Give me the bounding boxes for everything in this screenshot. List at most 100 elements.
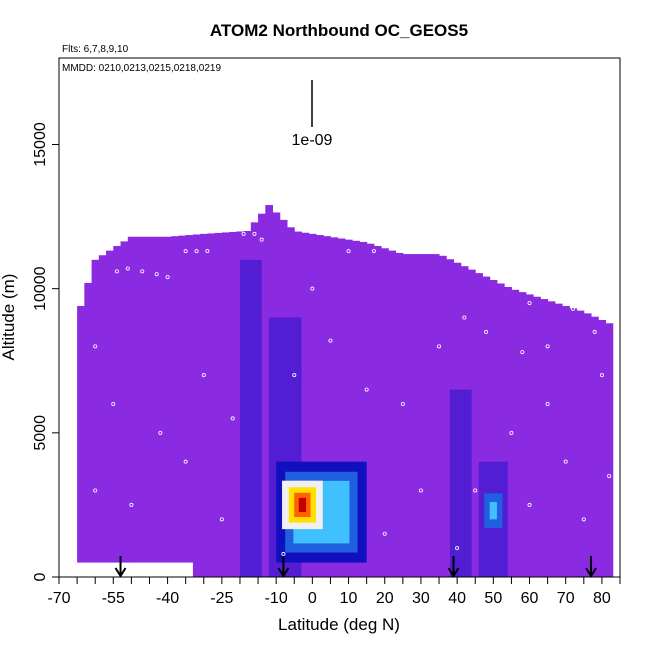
heatmap-column xyxy=(417,254,426,578)
arrow-marker xyxy=(585,556,597,578)
sample-point xyxy=(592,329,597,334)
arrow-marker xyxy=(114,556,127,578)
heatmap-column xyxy=(330,237,339,578)
heatmap-column xyxy=(207,233,216,577)
heatmap-column xyxy=(287,227,295,578)
x-axis-label: Latitude (deg N) xyxy=(278,615,400,634)
sample-point xyxy=(570,306,575,311)
sample-point xyxy=(527,301,532,306)
scale-bar-label: 1e-09 xyxy=(292,132,333,149)
sample-point xyxy=(183,459,188,464)
heatmap-column xyxy=(171,236,179,563)
heatmap-column xyxy=(431,254,440,578)
heatmap-column xyxy=(496,283,505,577)
heatmap-column xyxy=(214,232,223,577)
heatmap-column xyxy=(301,232,310,578)
heatmap-column xyxy=(569,308,578,577)
x-tick-label: -70 xyxy=(47,590,70,607)
sample-point xyxy=(310,286,315,291)
heatmap-column xyxy=(402,254,411,578)
heatmap-column xyxy=(547,301,556,577)
sample-point xyxy=(599,373,604,378)
x-tick-label: 0 xyxy=(308,590,317,607)
heatmap-column xyxy=(359,241,368,577)
heatmap-column xyxy=(337,238,346,577)
heatmap-column xyxy=(192,234,201,577)
sample-point xyxy=(455,546,460,551)
heatmap-column xyxy=(467,269,476,577)
heatmap-column xyxy=(446,259,455,577)
heatmap-column xyxy=(156,236,165,563)
plot-area xyxy=(77,205,614,578)
heatmap-column xyxy=(77,305,85,563)
x-tick-label: 50 xyxy=(484,590,502,607)
heatmap-column xyxy=(410,254,418,578)
x-tick-label: 60 xyxy=(521,590,539,607)
heatmap-column xyxy=(178,235,187,563)
sample-point xyxy=(93,488,98,493)
sample-point xyxy=(545,344,550,349)
heatmap-column xyxy=(142,236,150,563)
heatmap-column xyxy=(482,276,491,577)
sample-point xyxy=(194,249,199,254)
sample-point xyxy=(230,416,235,421)
heatmap-column xyxy=(250,222,259,577)
heatmap-column xyxy=(453,262,462,577)
heatmap-column xyxy=(381,248,389,578)
x-tick-label: 30 xyxy=(412,590,430,607)
x-axis: -70 -55 -40 -25 -10 0 10 20 30 40 50 60 70 80 xyxy=(47,577,621,607)
sample-point xyxy=(111,401,116,406)
heatmap-column xyxy=(308,233,317,577)
arrow-marker xyxy=(447,556,460,578)
sample-point xyxy=(100,249,105,254)
heatmap-column xyxy=(221,232,230,578)
sample-point xyxy=(292,373,297,378)
arrow-marker xyxy=(277,556,290,578)
sample-point xyxy=(125,266,130,271)
sample-point xyxy=(252,231,257,236)
plot-frame xyxy=(58,57,621,578)
y-tick-label: 0 xyxy=(32,572,49,581)
arrow-markers xyxy=(114,556,597,578)
heatmap-column xyxy=(84,282,93,563)
heatmap-column xyxy=(149,236,158,563)
heatmap-column xyxy=(243,231,252,577)
sample-point xyxy=(371,249,376,254)
heatmap-column xyxy=(315,235,324,577)
sample-point xyxy=(114,269,119,274)
sample-point xyxy=(437,231,442,236)
heatmap-column xyxy=(163,236,172,563)
x-tick-label: -10 xyxy=(265,590,288,607)
sample-point xyxy=(158,430,163,435)
sample-point xyxy=(382,531,387,536)
y-axis-label: Altitude (m) xyxy=(0,274,18,361)
sample-point xyxy=(201,373,206,378)
heatmap-column xyxy=(120,241,129,563)
x-tick-label: 80 xyxy=(593,590,611,607)
sample-point xyxy=(473,488,478,493)
sample-point xyxy=(462,315,467,320)
flight-track-samples xyxy=(85,231,612,556)
heatmap-column xyxy=(583,313,592,577)
sample-point xyxy=(520,350,525,355)
heatmap-column xyxy=(127,236,136,563)
heatmap-column xyxy=(236,231,245,577)
sample-point xyxy=(364,387,369,392)
sample-point xyxy=(418,488,423,493)
heatmap-column xyxy=(344,239,353,577)
heatmap-column xyxy=(373,245,382,577)
sample-point xyxy=(328,338,333,343)
heatmap-column xyxy=(460,266,469,577)
heatmap-column xyxy=(388,250,397,577)
heatmap-column xyxy=(113,245,122,563)
heatmap-column xyxy=(525,294,534,577)
sample-point xyxy=(140,269,145,274)
low-concentration-band xyxy=(239,259,262,577)
heatmap-column xyxy=(135,236,143,563)
dates-label: MMDD: 0210,0213,0215,0218,0219 xyxy=(62,63,221,74)
heatmap-column xyxy=(279,219,288,577)
sample-point xyxy=(545,401,550,406)
sample-point xyxy=(165,275,170,280)
heatmap-column xyxy=(605,323,614,577)
y-tick-label: 5000 xyxy=(32,415,49,451)
